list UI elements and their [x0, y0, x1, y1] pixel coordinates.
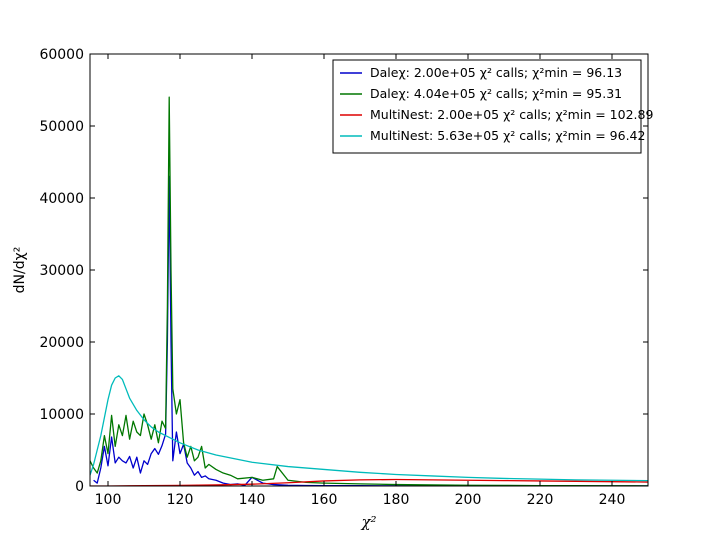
x-tick-label-3: 160	[311, 492, 338, 508]
series-line-1	[90, 96, 648, 486]
legend-entry-3: MultiNest: 5.63e+05 χ² calls; χ²min = 96…	[370, 128, 645, 143]
legend-entry-0: Daleχ: 2.00e+05 χ² calls; χ²min = 96.13	[370, 65, 622, 80]
series-line-2	[90, 478, 648, 486]
x-tick-label-4: 180	[383, 492, 410, 508]
legend-entry-1: Daleχ: 4.04e+05 χ² calls; χ²min = 95.31	[370, 86, 622, 101]
x-tick-label-1: 120	[167, 492, 194, 508]
x-axis-label: χ²	[360, 513, 376, 531]
y-ticks: 0 10000 20000 30000 40000 50000 60000	[39, 47, 648, 495]
y-tick-label-3: 30000	[39, 263, 84, 279]
x-tick-label-7: 240	[599, 492, 626, 508]
y-tick-label-4: 40000	[39, 191, 84, 207]
y-tick-label-0: 0	[75, 479, 84, 495]
y-tick-label-5: 50000	[39, 119, 84, 135]
x-ticks: 100 120 140 160 180 200 220 240	[95, 54, 626, 508]
legend: Daleχ: 2.00e+05 χ² calls; χ²min = 96.13 …	[332, 59, 653, 154]
y-tick-label-2: 20000	[39, 335, 84, 351]
x-tick-label-6: 220	[527, 492, 554, 508]
x-tick-label-0: 100	[95, 492, 122, 508]
legend-entry-2: MultiNest: 2.00e+05 χ² calls; χ²min = 10…	[370, 107, 653, 122]
x-tick-label-2: 140	[239, 492, 266, 508]
legend-frame	[332, 59, 642, 154]
y-tick-label-1: 10000	[39, 407, 84, 423]
y-axis-label: dN/dχ²	[12, 247, 28, 294]
y-tick-label-6: 60000	[39, 47, 84, 63]
x-tick-label-5: 200	[455, 492, 482, 508]
series-line-3	[90, 375, 648, 482]
